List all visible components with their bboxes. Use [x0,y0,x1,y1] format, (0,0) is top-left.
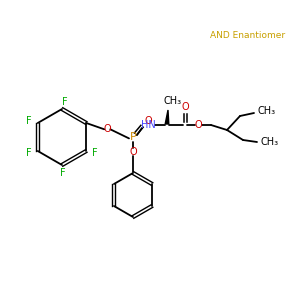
Polygon shape [165,110,169,124]
Text: CH₃: CH₃ [164,96,182,106]
Text: AND Enantiomer: AND Enantiomer [210,32,286,40]
Text: CH₃: CH₃ [261,137,279,147]
Text: HN: HN [141,120,155,130]
Text: P: P [130,132,136,142]
Text: F: F [62,97,68,107]
Text: F: F [92,148,98,158]
Text: O: O [129,147,137,157]
Text: F: F [26,148,32,158]
Text: O: O [181,102,189,112]
Text: CH₃: CH₃ [258,106,276,116]
Text: O: O [194,120,202,130]
Text: F: F [60,168,66,178]
Text: F: F [26,116,32,126]
Text: O: O [103,124,111,134]
Text: O: O [145,116,152,126]
